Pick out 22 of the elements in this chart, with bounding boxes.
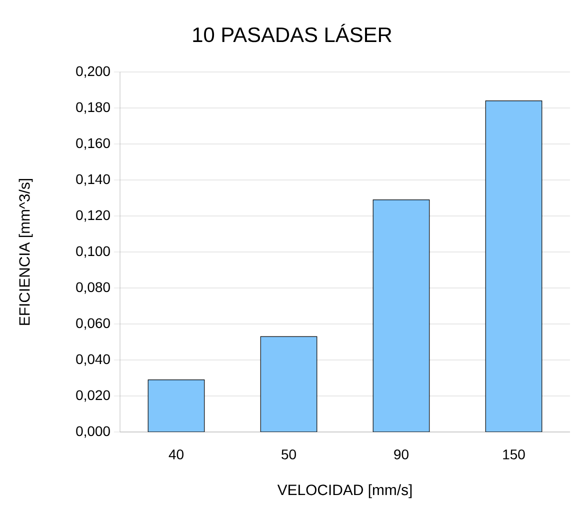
- x-tick-label: 150: [503, 449, 525, 460]
- bar: [485, 100, 542, 432]
- x-tick-label: 90: [394, 449, 408, 460]
- y-tick-label: 0,100: [76, 246, 110, 258]
- y-axis-title: EFICIENCIA [mm^3/s]: [18, 178, 33, 325]
- y-tick-label: 0,080: [76, 282, 110, 294]
- bar: [372, 199, 430, 432]
- y-tick-label: 0,180: [76, 102, 110, 114]
- y-tick-label: 0,000: [76, 426, 110, 438]
- bar: [148, 379, 205, 432]
- y-tick-label: 0,140: [76, 174, 110, 186]
- y-tick-label: 0,200: [76, 66, 110, 78]
- x-axis-title: VELOCIDAD [mm/s]: [277, 484, 412, 498]
- y-tick-label: 0,040: [76, 354, 110, 366]
- y-tick-label: 0,060: [76, 318, 110, 330]
- chart-title: 10 PASADAS LÁSER: [193, 24, 392, 42]
- x-tick-label: 40: [168, 449, 184, 460]
- bar: [260, 336, 318, 432]
- x-tick-label: 50: [282, 449, 296, 460]
- y-tick-label: 0,120: [76, 210, 110, 222]
- y-tick-label: 0,160: [76, 138, 110, 150]
- y-tick-label: 0,020: [76, 390, 110, 402]
